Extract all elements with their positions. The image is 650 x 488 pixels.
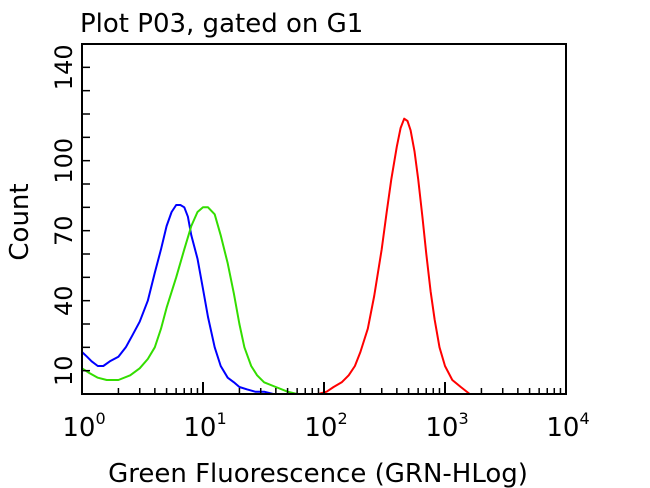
x-tick-label: 104 — [546, 409, 589, 443]
y-tick-label: 140 — [50, 44, 78, 90]
y-tick-label: 40 — [50, 285, 78, 316]
x-tick-label: 101 — [183, 409, 226, 443]
series-line-3 — [318, 117, 471, 395]
y-tick-label: 10 — [50, 355, 78, 386]
chart-title: Plot P03, gated on G1 — [80, 9, 363, 39]
y-tick-label: 100 — [50, 138, 78, 184]
x-tick-label: 100 — [62, 409, 105, 443]
x-tick-label: 103 — [425, 409, 468, 443]
y-axis-label: Count — [5, 183, 35, 260]
series-line-2 — [81, 206, 298, 395]
x-tick-label: 102 — [304, 409, 347, 443]
y-axis-ticks: 10 40 70 100 140 — [50, 43, 90, 395]
series-layer — [81, 117, 471, 395]
x-axis-ticks: 100 101 102 103 104 — [62, 382, 590, 443]
y-tick-label: 70 — [50, 215, 78, 246]
x-axis-label: Green Fluorescence (GRN-HLog) — [108, 459, 528, 488]
series-line-1 — [81, 204, 274, 395]
plot-frame — [81, 43, 567, 395]
